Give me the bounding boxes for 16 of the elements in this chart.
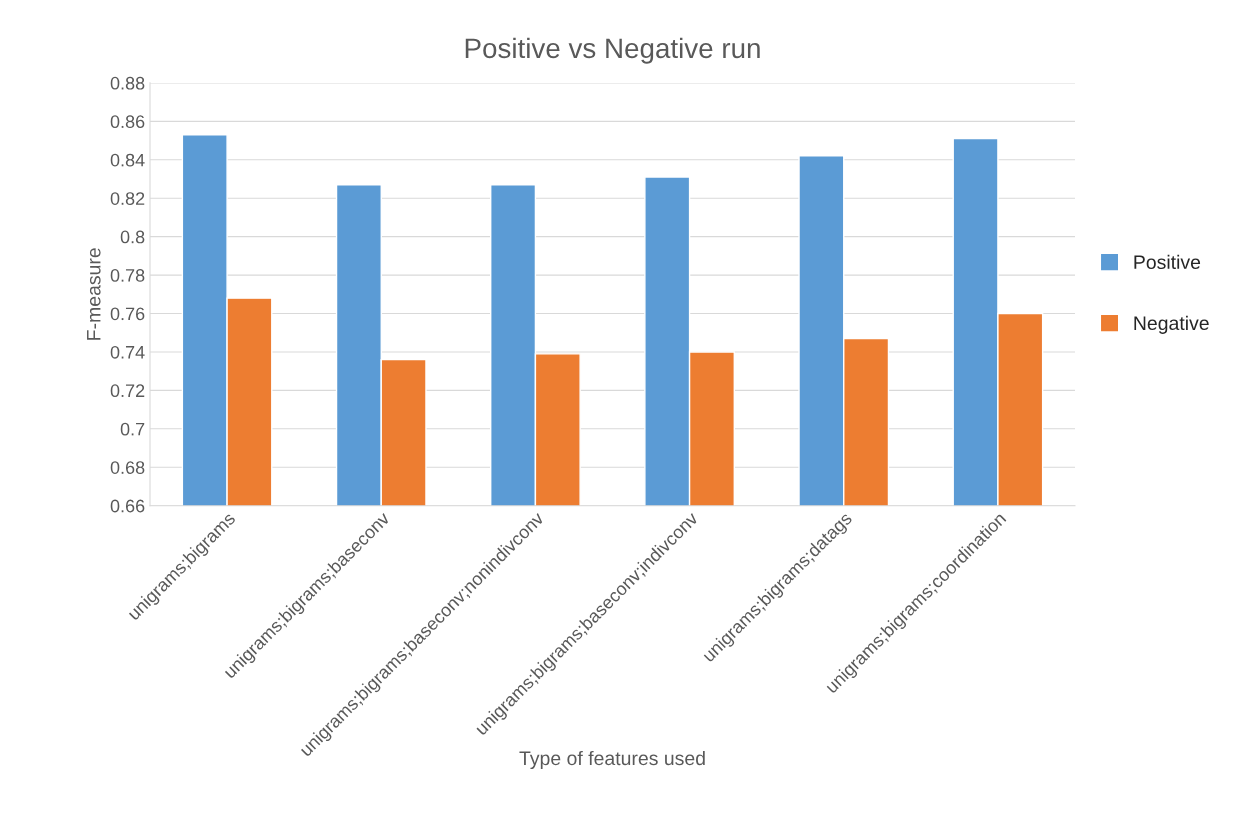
legend-label: Positive xyxy=(1134,254,1201,270)
chart-title: Positive vs Negative run xyxy=(465,37,760,64)
y-tick-label: 0.88 xyxy=(110,76,145,90)
y-tick-label: 0.7 xyxy=(120,422,145,436)
y-tick-label: 0.82 xyxy=(110,192,145,205)
y-tick-label: 0.68 xyxy=(110,461,145,474)
y-tick-label: 0.72 xyxy=(110,384,145,398)
y-tick-label: 0.74 xyxy=(110,345,145,359)
legend-label: Negative xyxy=(1134,315,1209,334)
y-tick-label: 0.84 xyxy=(110,153,145,167)
y-tick-label: 0.86 xyxy=(110,115,145,129)
y-tick-label: 0.8 xyxy=(120,230,145,244)
y-tick-label: 0.78 xyxy=(110,269,145,282)
y-tick-label: 0.66 xyxy=(110,499,145,513)
y-tick-label: 0.76 xyxy=(110,307,145,321)
y-axis-title: F-measure xyxy=(87,248,101,340)
